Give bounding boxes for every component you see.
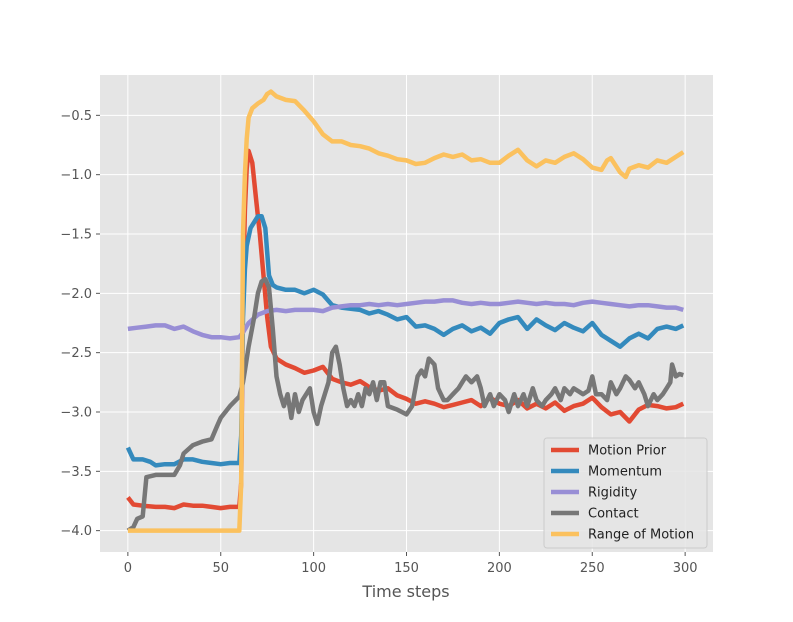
legend: Motion Prior Momentum Rigidity Contact Range… [543, 437, 708, 549]
legend-label: Contact [588, 507, 639, 522]
series-lines [125, 89, 685, 533]
y-tick-label: −2.0 [60, 287, 92, 302]
legend-box [543, 437, 708, 549]
x-axis-label: Time steps [361, 582, 449, 601]
x-tick-label: 250 [580, 561, 605, 576]
series-line-range-of-motion [127, 89, 685, 533]
series-line-contact [126, 276, 684, 533]
y-tick-label: −1.5 [60, 228, 92, 243]
x-tick-label: 150 [394, 561, 419, 576]
x-axis-ticks: 0 50 100 150 200 250 300 [124, 552, 698, 576]
series-line-rigidity [127, 298, 684, 341]
y-axis-ticks: −4.0 −3.5 −3.0 −2.5 −2.0 −1.5 −1.0 −0.5 [60, 109, 100, 539]
legend-label: Motion Prior [588, 444, 667, 459]
legend-label: Rigidity [588, 486, 637, 501]
legend-label: Range of Motion [588, 528, 694, 543]
legend-label: Momentum [588, 465, 662, 480]
x-tick-label: 200 [487, 561, 512, 576]
y-tick-label: −2.5 [60, 346, 92, 361]
x-tick-label: 300 [673, 561, 698, 576]
y-tick-label: −3.0 [60, 405, 92, 420]
x-tick-label: 100 [301, 561, 326, 576]
series-line-momentum [125, 213, 685, 468]
y-tick-label: −0.5 [60, 109, 92, 124]
x-tick-label: 0 [124, 561, 132, 576]
y-tick-label: −1.0 [60, 168, 92, 183]
y-tick-label: −3.5 [60, 465, 92, 480]
y-tick-label: −4.0 [60, 524, 92, 539]
x-tick-label: 50 [212, 561, 229, 576]
